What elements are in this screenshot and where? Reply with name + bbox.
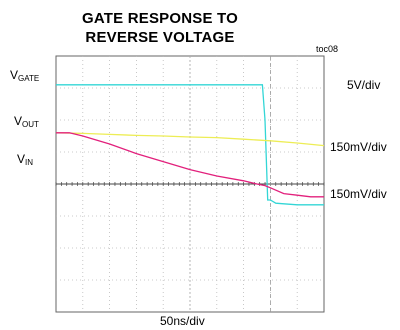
chart-title-line-1: GATE RESPONSE TO bbox=[81, 10, 238, 27]
channel-scale-vout: 150mV/div bbox=[330, 140, 387, 154]
figure-tag: toc08 bbox=[316, 44, 339, 54]
channel-label-vgate: VGATE bbox=[10, 68, 40, 83]
channel-label-vin: VIN bbox=[17, 152, 34, 167]
trace-vout bbox=[55, 132, 325, 147]
chart-title-line-2: REVERSE VOLTAGE bbox=[85, 29, 235, 46]
trace-vin bbox=[56, 132, 324, 198]
channel-scale-vgate: 5V/div bbox=[347, 78, 381, 92]
x-axis-label: 50ns/div bbox=[160, 314, 205, 328]
trace-vgate bbox=[56, 84, 324, 206]
channel-scale-vin: 150mV/div bbox=[330, 187, 387, 201]
channel-label-vout: VOUT bbox=[14, 114, 39, 129]
